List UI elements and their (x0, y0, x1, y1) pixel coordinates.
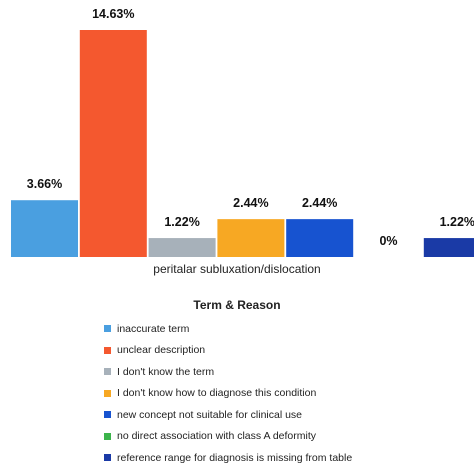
bar-2 (79, 30, 147, 257)
bar-chart: 3.66% 14.63% 1.22% 2.44% 2.44% 0% 1.22% (11, 7, 474, 257)
legend-swatch (104, 432, 111, 440)
legend-item: inaccurate term (104, 318, 352, 340)
data-label-4: 2.44% (233, 196, 268, 210)
data-label-5: 2.44% (302, 196, 337, 210)
legend-swatch (104, 411, 111, 419)
legend-label: reference range for diagnosis is missing… (117, 451, 353, 464)
legend: inaccurate term unclear description I do… (104, 318, 352, 469)
data-label-3: 1.22% (164, 215, 199, 229)
legend-label: unclear description (117, 344, 206, 357)
legend-label: no direct association with class A defor… (117, 430, 317, 443)
legend-item: reference range for diagnosis is missing… (104, 447, 352, 469)
legend-item: unclear description (104, 340, 352, 362)
x-category-label: peritalar subluxation/dislocation (153, 262, 321, 276)
legend-label: I don't know how to diagnose this condit… (117, 387, 317, 400)
bars-group (11, 30, 474, 257)
bar-5 (286, 219, 354, 257)
data-label-7: 1.22% (440, 215, 474, 229)
data-label-2: 14.63% (92, 7, 134, 21)
legend-swatch (104, 454, 111, 462)
legend-swatch (104, 346, 111, 354)
bar-4 (217, 219, 285, 257)
legend-label: I don't know the term (117, 365, 215, 378)
legend-item: no direct association with class A defor… (104, 426, 352, 448)
legend-swatch (104, 325, 111, 333)
data-label-6: 0% (379, 234, 397, 248)
legend-item: I don't know how to diagnose this condit… (104, 383, 352, 405)
data-label-1: 3.66% (27, 177, 62, 191)
legend-swatch (104, 389, 111, 397)
legend-swatch (104, 368, 111, 376)
legend-item: new concept not suitable for clinical us… (104, 404, 352, 426)
legend-title: Term & Reason (193, 298, 281, 312)
bar-3 (148, 238, 216, 257)
legend-label: inaccurate term (117, 322, 190, 335)
legend-label: new concept not suitable for clinical us… (117, 408, 303, 421)
data-labels-group: 3.66% 14.63% 1.22% 2.44% 2.44% 0% 1.22% (27, 7, 474, 248)
legend-item: I don't know the term (104, 361, 352, 383)
bar-7 (423, 238, 474, 257)
bar-1 (11, 200, 78, 257)
